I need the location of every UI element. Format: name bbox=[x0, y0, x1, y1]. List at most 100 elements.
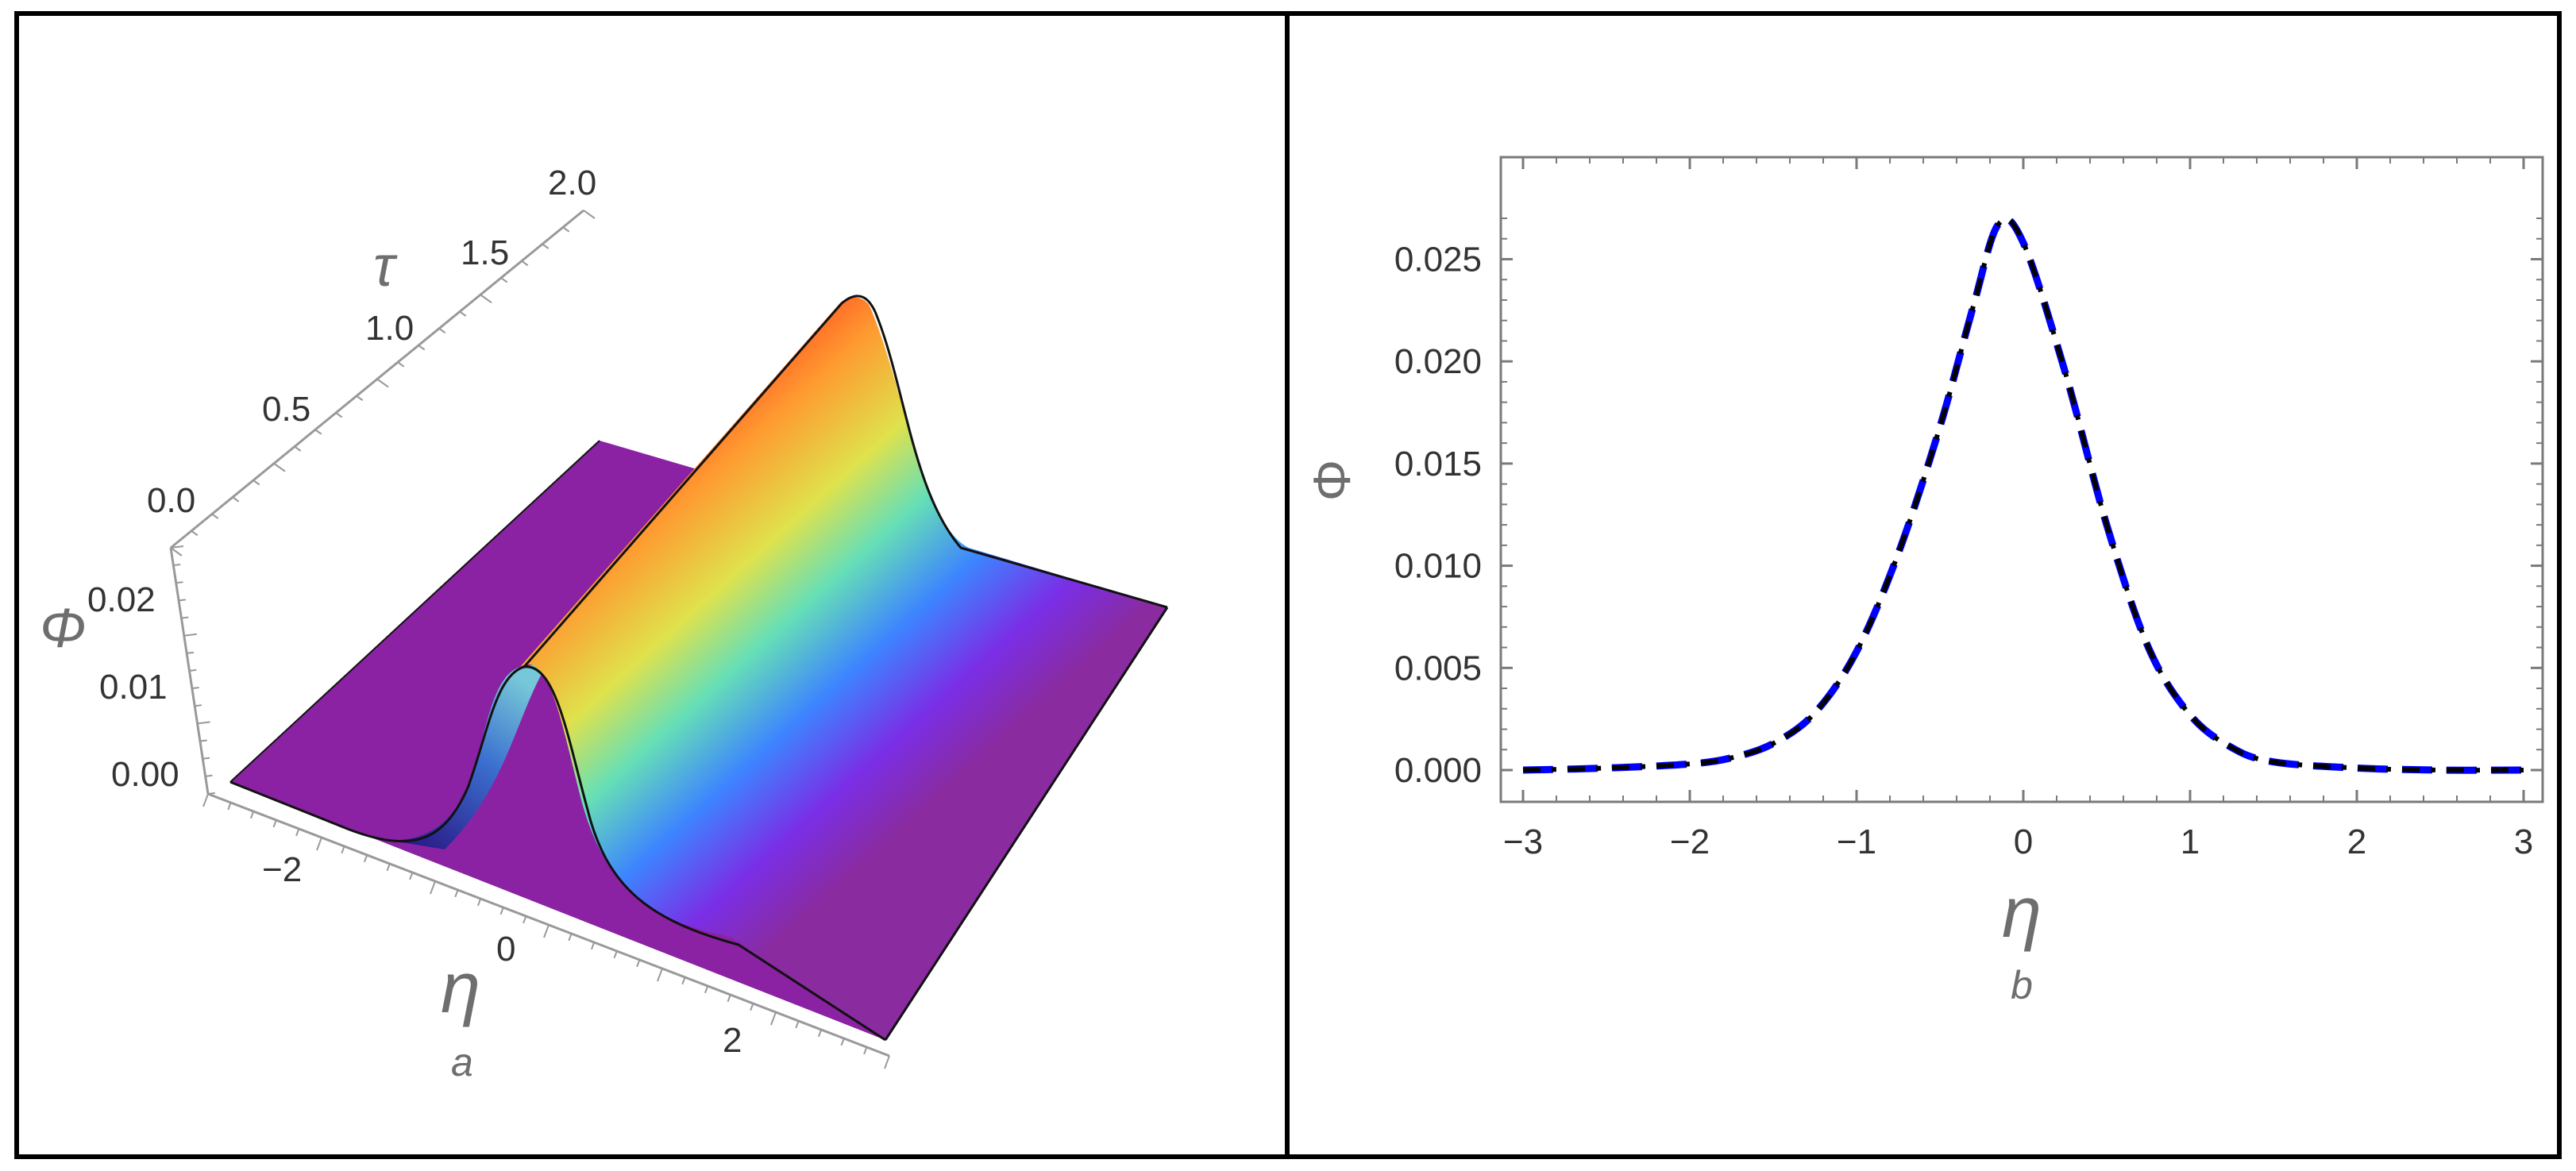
x-tick-label: −3 bbox=[1503, 822, 1543, 861]
tau-axis-tick bbox=[562, 226, 570, 233]
eta-axis-tick bbox=[499, 907, 504, 915]
y-tick-label: 0.025 bbox=[1394, 240, 1482, 279]
eta-tick-label: −2 bbox=[262, 850, 302, 889]
surface-right-edge bbox=[884, 607, 1169, 1041]
tau-axis-tick bbox=[253, 480, 260, 486]
panel-b-frame bbox=[1285, 11, 2562, 1159]
tau-axis-tick bbox=[459, 310, 467, 317]
tau-axis-tick bbox=[273, 462, 286, 472]
eta-axis-tick bbox=[409, 872, 414, 880]
tau-axis-tick bbox=[376, 378, 389, 388]
x-tick-label: 3 bbox=[2514, 822, 2533, 861]
eta-axis-tick bbox=[272, 819, 277, 828]
eta-axis-tick bbox=[454, 889, 459, 898]
eta-axis-tick bbox=[227, 802, 232, 811]
y-axis-label: Φ bbox=[1302, 460, 1361, 502]
phi-axis-tick bbox=[178, 599, 186, 602]
phi-axis-tick bbox=[207, 792, 215, 795]
phi-axis-tick bbox=[175, 581, 183, 584]
x-axis-label: η bbox=[2002, 873, 2042, 953]
eta-axis-tick bbox=[341, 846, 345, 854]
phi-axis-tick bbox=[199, 739, 207, 742]
eta-axis-tick bbox=[770, 1011, 777, 1026]
eta-axis-tick bbox=[795, 1020, 800, 1029]
series-line-black-dashdot bbox=[1522, 217, 2524, 773]
phi-tick-label: 0.00 bbox=[111, 755, 179, 794]
eta-axis-tick bbox=[727, 994, 731, 1003]
tau-axis-tick bbox=[211, 513, 219, 519]
panel-b-caption: b bbox=[2011, 963, 2033, 1007]
eta-axis-tick bbox=[817, 1029, 823, 1038]
eta-axis-tick bbox=[590, 942, 596, 950]
phi-tick-label: 0.02 bbox=[87, 580, 156, 619]
tau-axis-tick bbox=[438, 327, 446, 334]
x-tick-label: −2 bbox=[1670, 822, 1710, 861]
tau-tick-label: 0.5 bbox=[262, 390, 310, 429]
x-tick-label: 0 bbox=[2014, 822, 2033, 861]
tau-axis-tick bbox=[418, 345, 426, 351]
tau-axis-tick bbox=[335, 412, 343, 418]
eta-axis-tick bbox=[543, 924, 550, 938]
tau-axis-tick bbox=[583, 210, 596, 219]
x-tick-label: 1 bbox=[2181, 822, 2200, 861]
tau-axis-tick bbox=[294, 445, 302, 452]
tau-axis-tick bbox=[521, 260, 529, 267]
phi-tick-label: 0.01 bbox=[99, 668, 168, 707]
phi-axis-tick bbox=[202, 757, 210, 760]
eta-axis-tick bbox=[863, 1046, 868, 1055]
y-tick-label: 0.005 bbox=[1394, 649, 1482, 688]
phi-axis-tick bbox=[189, 668, 197, 672]
eta-tick-label: 2 bbox=[723, 1021, 742, 1060]
panel-b-tick-labels: −3 −2 −1 0 1 2 3 0.000 0.005 0.010 0.015 0.020 0.025 bbox=[1394, 240, 2533, 861]
eta-axis-tick bbox=[476, 898, 482, 907]
eta-axis-tick bbox=[657, 968, 663, 982]
y-tick-label: 0.020 bbox=[1394, 342, 1482, 381]
tau-axis-tick bbox=[542, 243, 550, 249]
surface-back-edge bbox=[229, 440, 600, 783]
tau-axis-tick bbox=[314, 429, 322, 435]
tau-axis-tick bbox=[397, 361, 405, 368]
plot-frame bbox=[1499, 156, 2544, 803]
eta-axis-tick bbox=[636, 959, 641, 968]
surface-ridge-back-slope bbox=[373, 663, 548, 849]
tau-tick-label: 0.0 bbox=[147, 481, 195, 520]
tau-axis-tick bbox=[480, 294, 492, 304]
phi-axis-tick bbox=[181, 616, 189, 619]
y-tick-label: 0.015 bbox=[1394, 445, 1482, 483]
eta-axis-tick bbox=[523, 915, 527, 924]
eta-axis-tick bbox=[249, 811, 255, 819]
tau-axis-tick bbox=[232, 496, 240, 503]
x-tick-label: 2 bbox=[2347, 822, 2366, 861]
eta-axis-tick bbox=[704, 985, 709, 994]
surface-ridge-crest bbox=[523, 295, 1168, 668]
tau-axis-tick bbox=[356, 395, 364, 402]
panel-a-axis-ticks bbox=[170, 210, 890, 1069]
panel-b-axis-ticks bbox=[1501, 157, 2543, 802]
phi-axis-tick bbox=[183, 633, 197, 637]
tau-axis-tick bbox=[170, 547, 183, 557]
tau-tick-label: 1.0 bbox=[365, 309, 414, 348]
surface-front-edge bbox=[229, 665, 886, 1042]
panel-a-caption: a bbox=[451, 1040, 473, 1084]
eta-axis-tick bbox=[750, 1003, 754, 1011]
y-tick-label: 0.010 bbox=[1394, 547, 1482, 586]
eta-axis-tick bbox=[681, 976, 686, 985]
panel-b-series bbox=[1522, 215, 2524, 774]
eta-axis-label: η bbox=[441, 949, 480, 1028]
eta-tick-label: 0 bbox=[496, 930, 515, 969]
panel-b-line-plot: −3 −2 −1 0 1 2 3 0.000 0.005 0.010 0.015 0.020 0.025… bbox=[1302, 156, 2544, 1007]
eta-axis-tick bbox=[386, 863, 391, 872]
phi-axis-label: Φ bbox=[40, 597, 87, 659]
eta-axis-tick bbox=[202, 793, 209, 807]
x-tick-label: −1 bbox=[1837, 822, 1876, 861]
phi-axis-tick bbox=[173, 564, 181, 567]
tau-tick-label: 2.0 bbox=[548, 164, 596, 202]
eta-axis-tick bbox=[840, 1038, 845, 1046]
y-tick-label: 0.000 bbox=[1394, 751, 1482, 790]
eta-axis-tick bbox=[430, 880, 436, 895]
eta-axis-tick bbox=[295, 828, 300, 837]
phi-axis-tick bbox=[197, 721, 210, 725]
eta-axis-tick bbox=[363, 854, 368, 863]
tau-axis-tick bbox=[500, 277, 508, 283]
